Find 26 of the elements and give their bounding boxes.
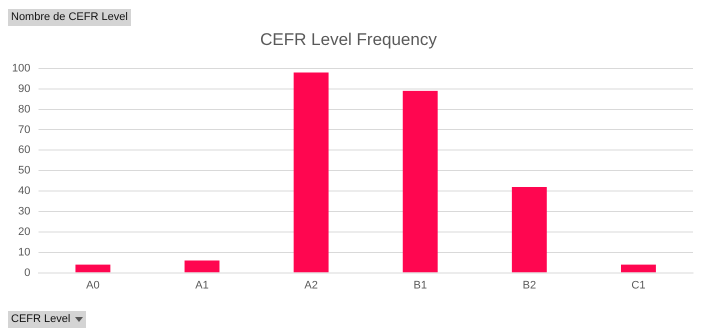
- bar: [620, 264, 656, 272]
- chart-title: CEFR Level Frequency: [260, 30, 438, 49]
- x-tick-label: B1: [413, 279, 427, 292]
- y-tick-label: 40: [18, 185, 30, 198]
- y-tick-label: 60: [18, 144, 30, 156]
- y-tick-label: 90: [18, 82, 30, 95]
- y-tick-label: 30: [18, 206, 30, 218]
- x-axis-title: CEFR Level: [11, 313, 70, 326]
- x-tick-label: C1: [631, 279, 646, 292]
- y-tick-label: 100: [12, 62, 30, 74]
- y-tick-label: 0: [24, 266, 30, 279]
- y-tick-label: 20: [18, 226, 30, 238]
- x-tick-label: A2: [304, 279, 318, 292]
- bar: [402, 90, 438, 272]
- y-tick-label: 10: [18, 246, 30, 258]
- bar: [75, 264, 110, 272]
- x-tick-label: A1: [195, 279, 209, 292]
- bar: [512, 186, 547, 272]
- bar: [294, 72, 329, 272]
- y-tick-label: 80: [18, 103, 30, 116]
- y-tick-label: 70: [18, 124, 30, 136]
- x-tick-label: A0: [86, 279, 100, 292]
- x-tick-label: B2: [522, 279, 536, 292]
- bar: [184, 260, 220, 272]
- y-axis-title: Nombre de CEFR Level: [8, 9, 131, 26]
- y-tick-label: 50: [18, 164, 30, 177]
